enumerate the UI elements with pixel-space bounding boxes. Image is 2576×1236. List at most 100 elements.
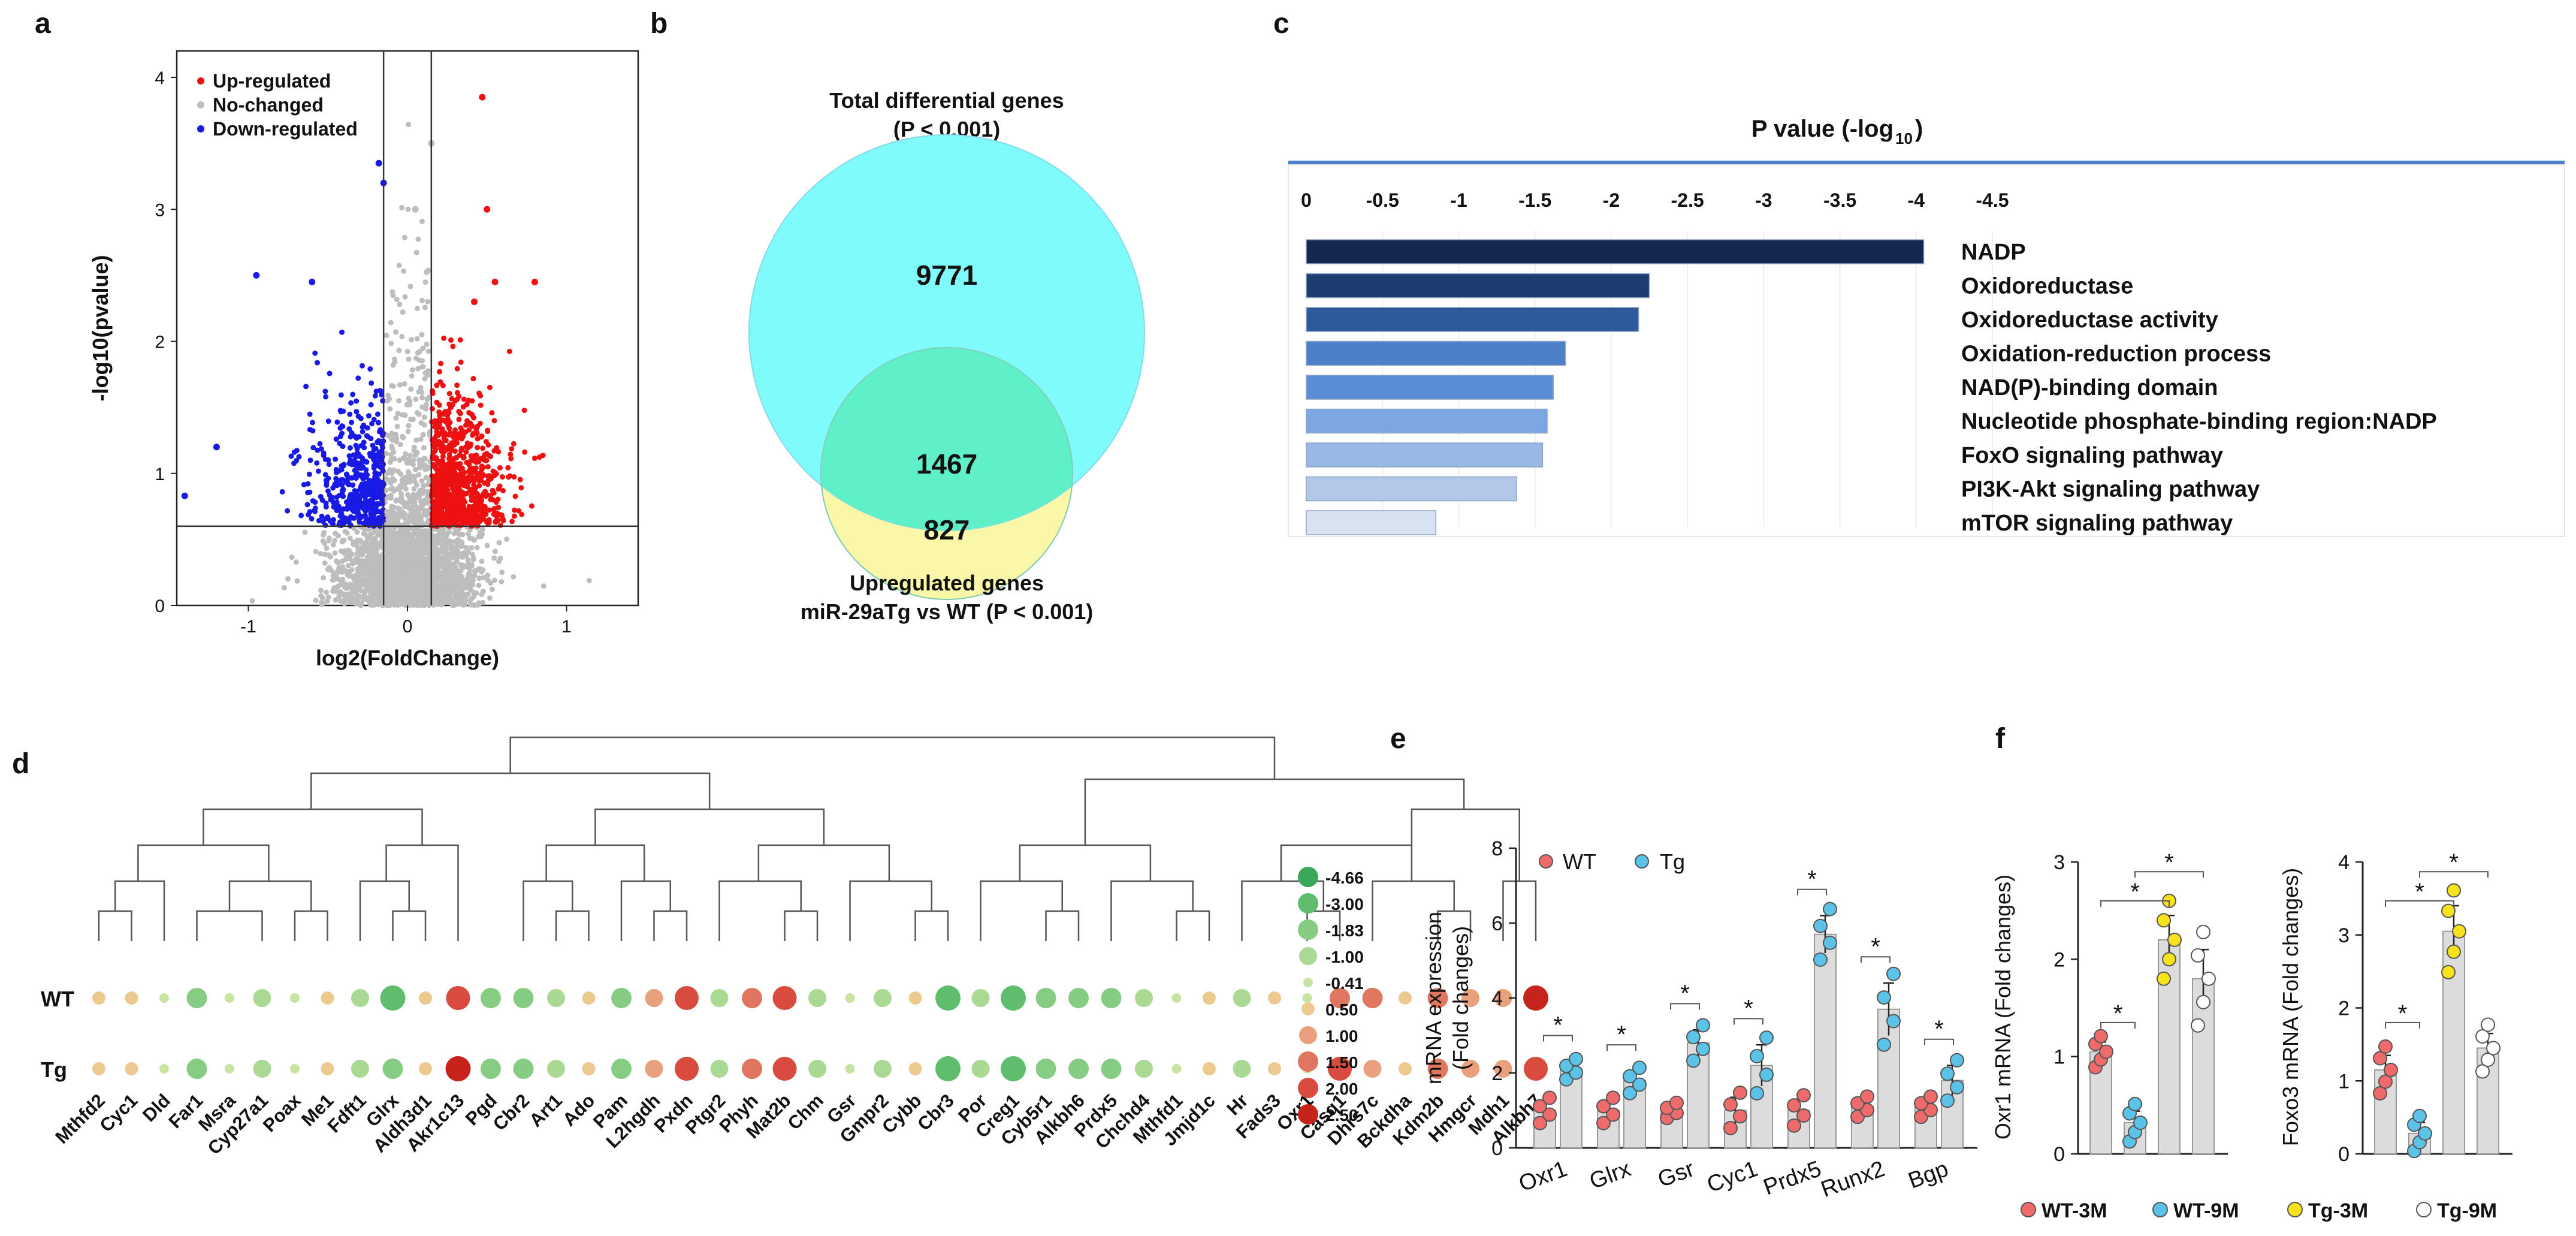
data-point [409, 367, 415, 373]
dot-tg [1399, 1062, 1412, 1075]
data-point [440, 489, 446, 495]
data-point [354, 556, 360, 562]
data-point [407, 402, 413, 408]
data-point [351, 581, 357, 587]
data-point [466, 549, 472, 555]
legend-label: WT-3M [2042, 1199, 2107, 1222]
data-point [325, 514, 331, 520]
data-point [359, 363, 365, 369]
data-point [531, 278, 538, 285]
data-point [422, 571, 428, 577]
data-point [429, 515, 435, 521]
data-point [366, 579, 372, 585]
dot-wt [225, 993, 234, 1003]
dot-tg [186, 1059, 207, 1079]
data-point [293, 559, 299, 565]
data-point [2441, 964, 2456, 979]
venn-bottom-label: miR-29aTg vs WT (P < 0.001) [801, 599, 1094, 624]
significance-star: * [2398, 1000, 2408, 1027]
data-point [437, 509, 443, 515]
data-point [452, 520, 458, 526]
data-point [464, 440, 470, 446]
data-point [376, 420, 382, 426]
data-point [2196, 994, 2210, 1009]
data-point [442, 468, 448, 474]
data-point [421, 483, 427, 489]
data-point [253, 272, 260, 279]
data-point [454, 455, 460, 461]
data-point [369, 592, 375, 598]
chart-title-end: ) [1915, 116, 1923, 142]
data-point [380, 468, 386, 474]
data-point [345, 592, 351, 598]
data-point [303, 384, 309, 390]
data-point [440, 527, 446, 533]
data-point [366, 526, 372, 532]
data-point [486, 519, 492, 525]
data-point [406, 423, 412, 429]
data-point [484, 206, 491, 213]
data-point [364, 584, 370, 590]
data-point [447, 430, 453, 436]
data-point [448, 555, 454, 561]
x-tick-label: -1.5 [1518, 189, 1551, 211]
data-point [410, 417, 416, 423]
data-point [412, 206, 419, 213]
data-point [349, 567, 355, 573]
data-point [372, 506, 378, 512]
x-tick-label: 0 [1301, 189, 1312, 211]
data-point [2162, 952, 2176, 967]
data-point [460, 532, 466, 538]
dot-wt [125, 991, 138, 1005]
data-point [419, 538, 425, 544]
data-point [363, 540, 369, 546]
venn-diagram: Total differential genes(P < 0.001)97711… [748, 88, 1145, 624]
data-point [318, 593, 324, 599]
dot-tg [1101, 1059, 1122, 1079]
dot-tg [321, 1062, 334, 1075]
data-point [383, 558, 389, 564]
data-point [500, 517, 506, 523]
dot-tg [92, 1062, 105, 1075]
data-point [349, 507, 355, 513]
data-point [499, 474, 505, 480]
dot-tg [1203, 1062, 1216, 1075]
bar [1306, 340, 1566, 366]
data-point [1877, 990, 1891, 1005]
data-point [424, 402, 430, 408]
dendrogram-branch [1502, 880, 1537, 941]
data-point [457, 500, 463, 506]
legend-label: 2.50 [1325, 1106, 1358, 1125]
legend-marker [2152, 1202, 2168, 1217]
legend-label: WT [1563, 849, 1596, 874]
data-point [438, 360, 444, 366]
data-point [360, 597, 366, 603]
data-point [315, 360, 321, 366]
data-point [397, 559, 403, 565]
data-point [434, 551, 440, 557]
data-point [400, 510, 406, 515]
data-point [338, 578, 344, 584]
data-point [446, 464, 452, 470]
legend-marker [2287, 1202, 2303, 1217]
data-point [371, 417, 377, 423]
data-point [1623, 1086, 1637, 1101]
dendrogram-branch [1280, 844, 1413, 881]
data-point [1669, 1095, 1684, 1110]
dot-tg [808, 1060, 826, 1078]
dendrogram-branch [137, 844, 270, 881]
data-point [407, 284, 413, 290]
legend-marker [197, 77, 204, 85]
data-point [411, 565, 417, 571]
y-tick-label: 0 [2053, 1143, 2065, 1166]
data-point [394, 424, 400, 430]
dendrogram-branch [392, 910, 427, 941]
data-point [1823, 935, 1837, 950]
data-point [369, 450, 375, 456]
data-point [285, 508, 291, 514]
data-point [383, 451, 389, 457]
data-point [2191, 1018, 2205, 1033]
data-point [441, 335, 447, 341]
y-axis-label: (Fold changes) [1448, 926, 1473, 1070]
data-point [389, 382, 395, 388]
